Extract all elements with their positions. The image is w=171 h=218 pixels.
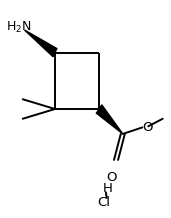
- Polygon shape: [24, 30, 57, 57]
- Text: Cl: Cl: [97, 196, 110, 209]
- Text: H$_2$N: H$_2$N: [6, 20, 31, 35]
- Text: H: H: [103, 182, 113, 194]
- Text: O: O: [107, 171, 117, 184]
- Text: O: O: [142, 121, 153, 134]
- Polygon shape: [96, 105, 123, 134]
